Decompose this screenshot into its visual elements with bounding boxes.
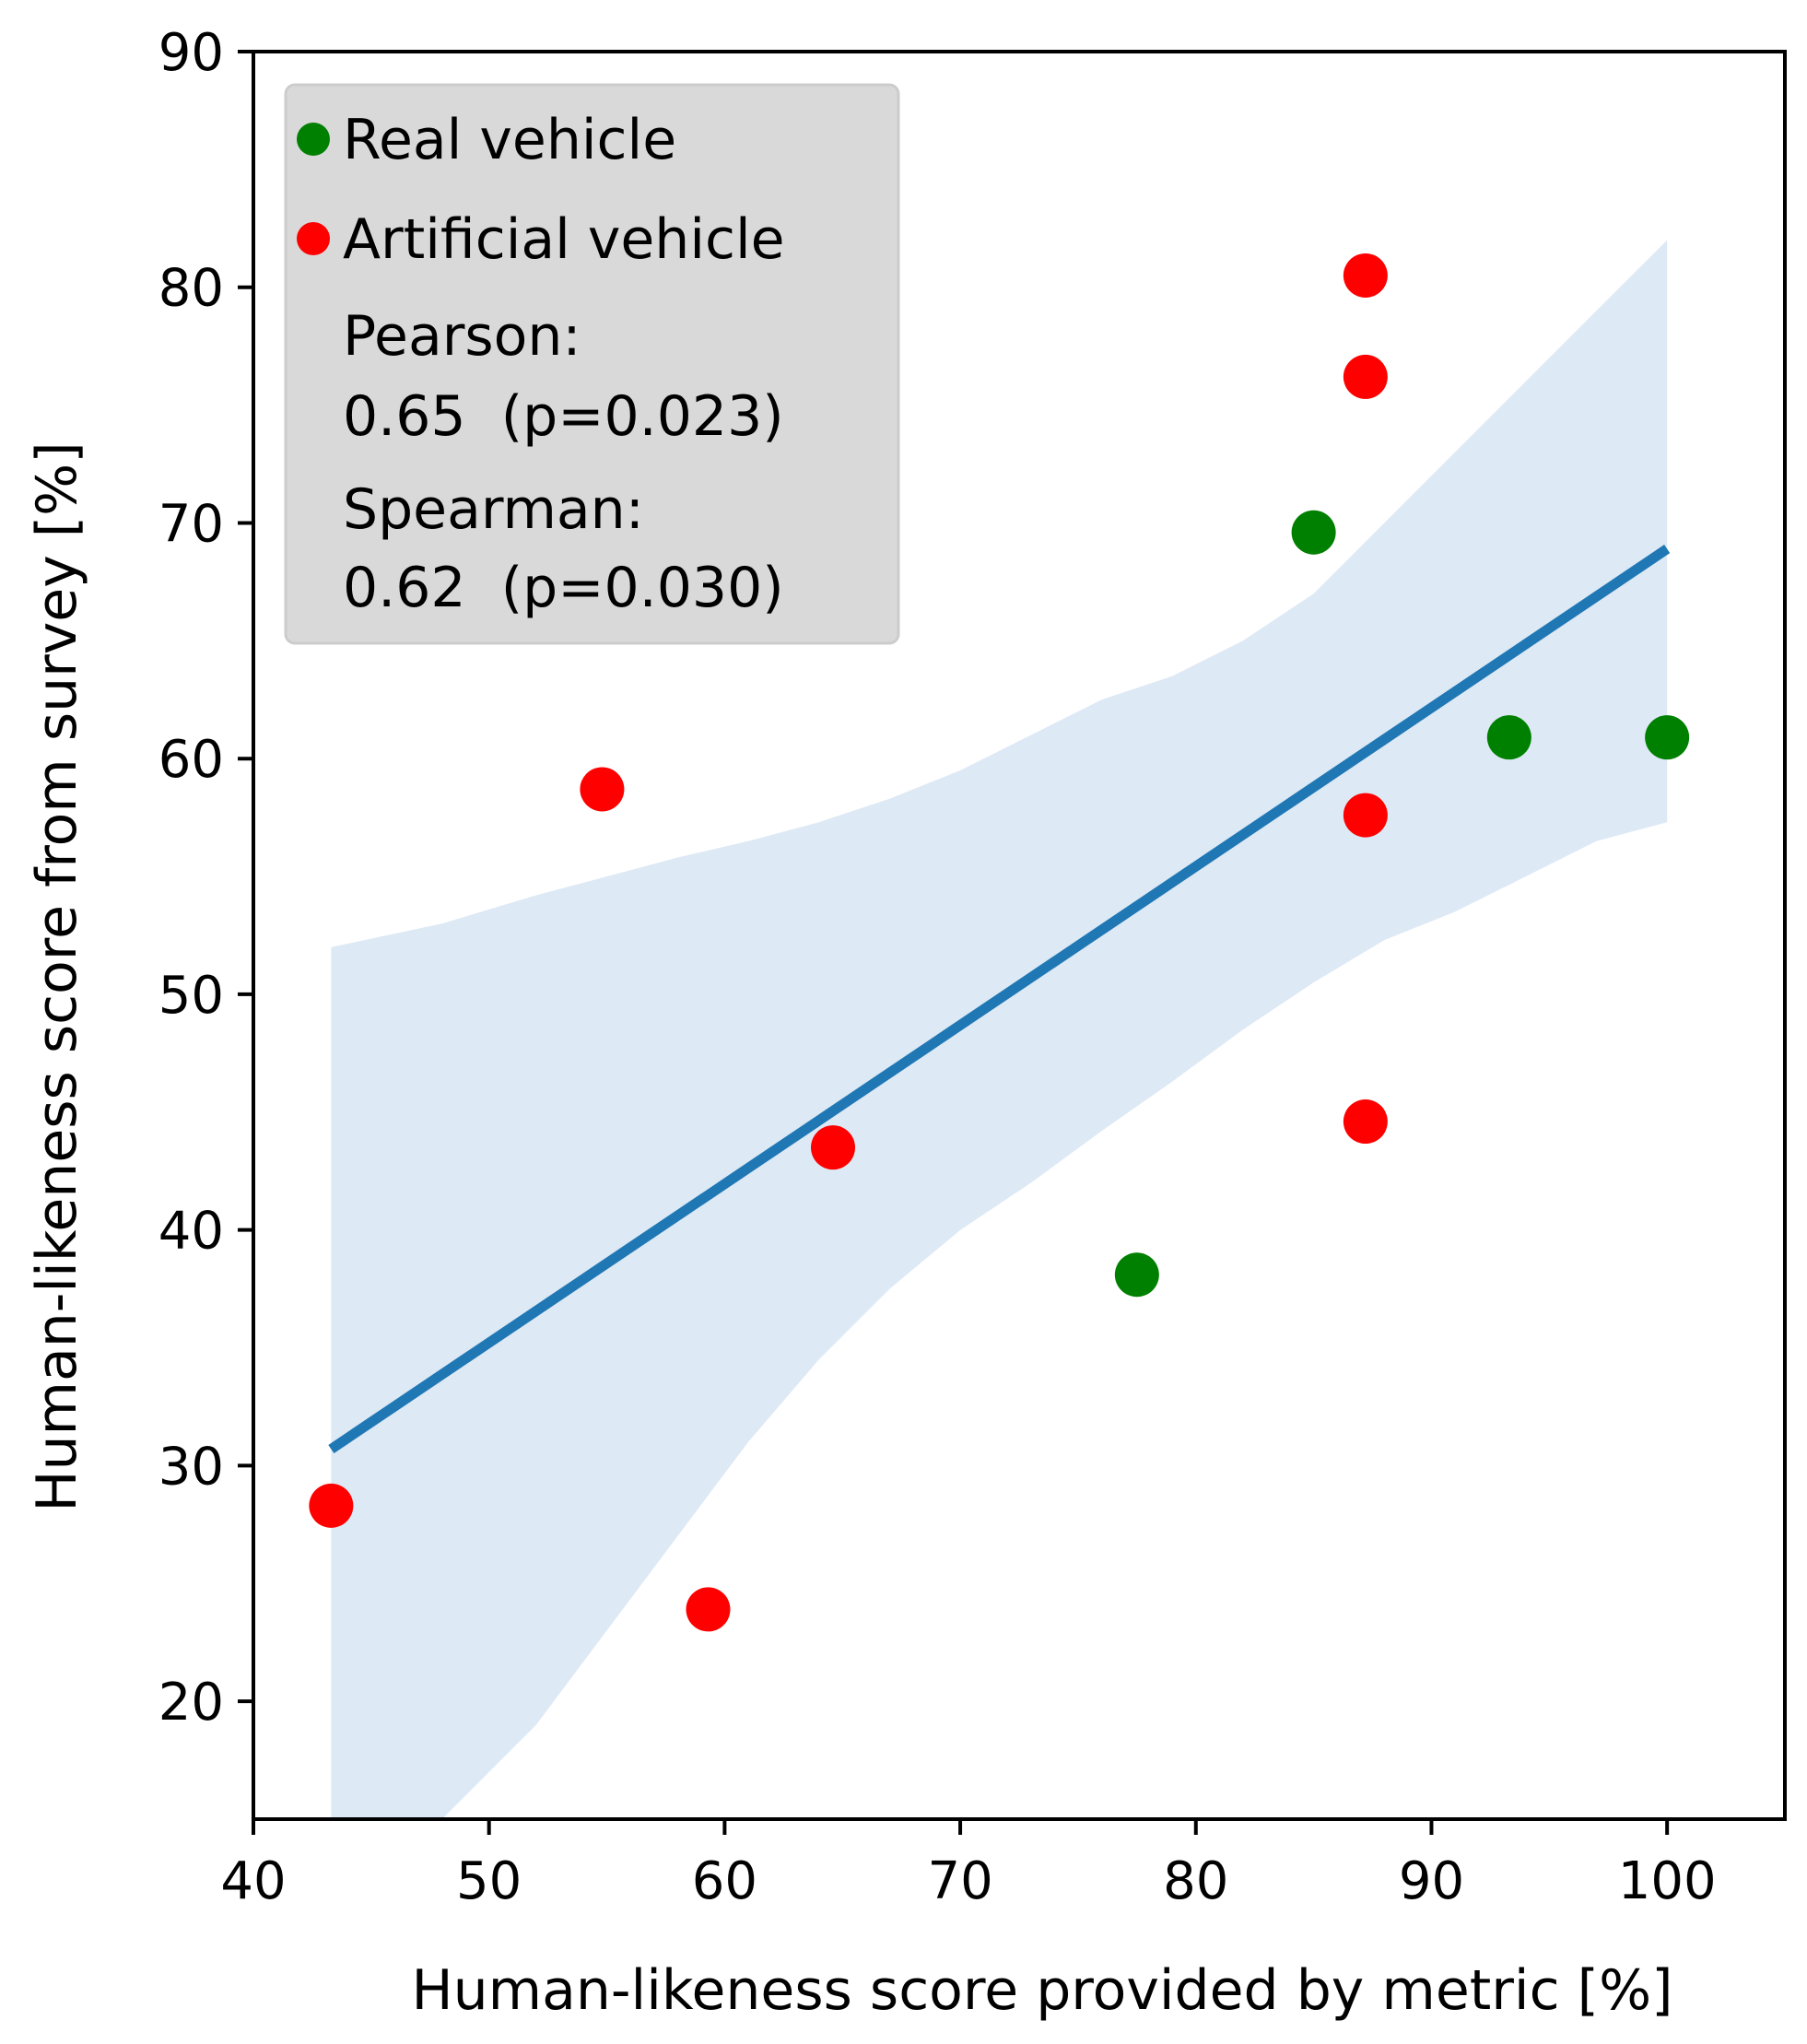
y-axis-ticks: 20 30 40 50 60 70 80 90 bbox=[158, 23, 253, 1733]
data-point-real-vehicle bbox=[1645, 715, 1690, 760]
y-tick-label: 70 bbox=[158, 494, 224, 554]
data-point-artificial-vehicle bbox=[686, 1587, 731, 1632]
x-axis-label: Human-likeness score provided by metric … bbox=[412, 1958, 1673, 2023]
x-tick-label: 60 bbox=[692, 1851, 757, 1911]
legend-marker-real-vehicle bbox=[297, 123, 330, 156]
regression-line bbox=[328, 545, 1671, 1454]
legend-box bbox=[284, 83, 900, 645]
y-tick-label: 80 bbox=[158, 259, 224, 319]
y-tick-label: 60 bbox=[158, 730, 224, 790]
x-tick-label: 100 bbox=[1618, 1851, 1717, 1911]
confidence-band-layer bbox=[331, 240, 1668, 1819]
y-tick-label: 20 bbox=[158, 1673, 224, 1733]
x-tick-label: 70 bbox=[927, 1851, 992, 1911]
y-tick-label: 30 bbox=[158, 1437, 224, 1497]
data-points-layer bbox=[309, 253, 1690, 1632]
data-point-artificial-vehicle bbox=[1343, 354, 1388, 399]
x-tick-label: 90 bbox=[1399, 1851, 1464, 1911]
pearson-value: 0.65 (p=0.023) bbox=[343, 384, 784, 449]
y-tick-label: 40 bbox=[158, 1202, 224, 1262]
x-tick-label: 40 bbox=[220, 1851, 286, 1911]
regression-line-layer bbox=[328, 545, 1671, 1454]
y-tick-label: 50 bbox=[158, 966, 224, 1026]
data-point-artificial-vehicle bbox=[811, 1125, 856, 1170]
x-tick-label: 50 bbox=[456, 1851, 522, 1911]
data-point-artificial-vehicle bbox=[309, 1483, 354, 1528]
data-point-artificial-vehicle bbox=[1343, 1099, 1388, 1145]
legend-marker-artificial-vehicle bbox=[297, 222, 330, 255]
spearman-label: Spearman: bbox=[343, 477, 644, 542]
y-axis-label: Human-likeness score from survey [%] bbox=[25, 441, 89, 1511]
data-point-artificial-vehicle bbox=[580, 767, 625, 812]
legend: Real vehicle Artificial vehicle Pearson:… bbox=[284, 83, 900, 645]
y-tick-label: 90 bbox=[158, 23, 224, 83]
legend-label-real-vehicle: Real vehicle bbox=[343, 108, 676, 172]
data-point-real-vehicle bbox=[1291, 510, 1336, 555]
x-tick-label: 80 bbox=[1163, 1851, 1228, 1911]
confidence-band bbox=[331, 240, 1668, 1819]
legend-label-artificial-vehicle: Artificial vehicle bbox=[343, 207, 785, 272]
spearman-value: 0.62 (p=0.030) bbox=[343, 556, 784, 620]
pearson-label: Pearson: bbox=[343, 304, 581, 369]
plot-frame bbox=[252, 50, 1787, 1821]
data-point-real-vehicle bbox=[1486, 715, 1531, 760]
data-point-artificial-vehicle bbox=[1343, 253, 1388, 298]
data-point-artificial-vehicle bbox=[1343, 793, 1388, 838]
data-point-real-vehicle bbox=[1114, 1252, 1159, 1298]
x-axis-ticks: 40 50 60 70 80 90 100 bbox=[220, 1819, 1717, 1911]
